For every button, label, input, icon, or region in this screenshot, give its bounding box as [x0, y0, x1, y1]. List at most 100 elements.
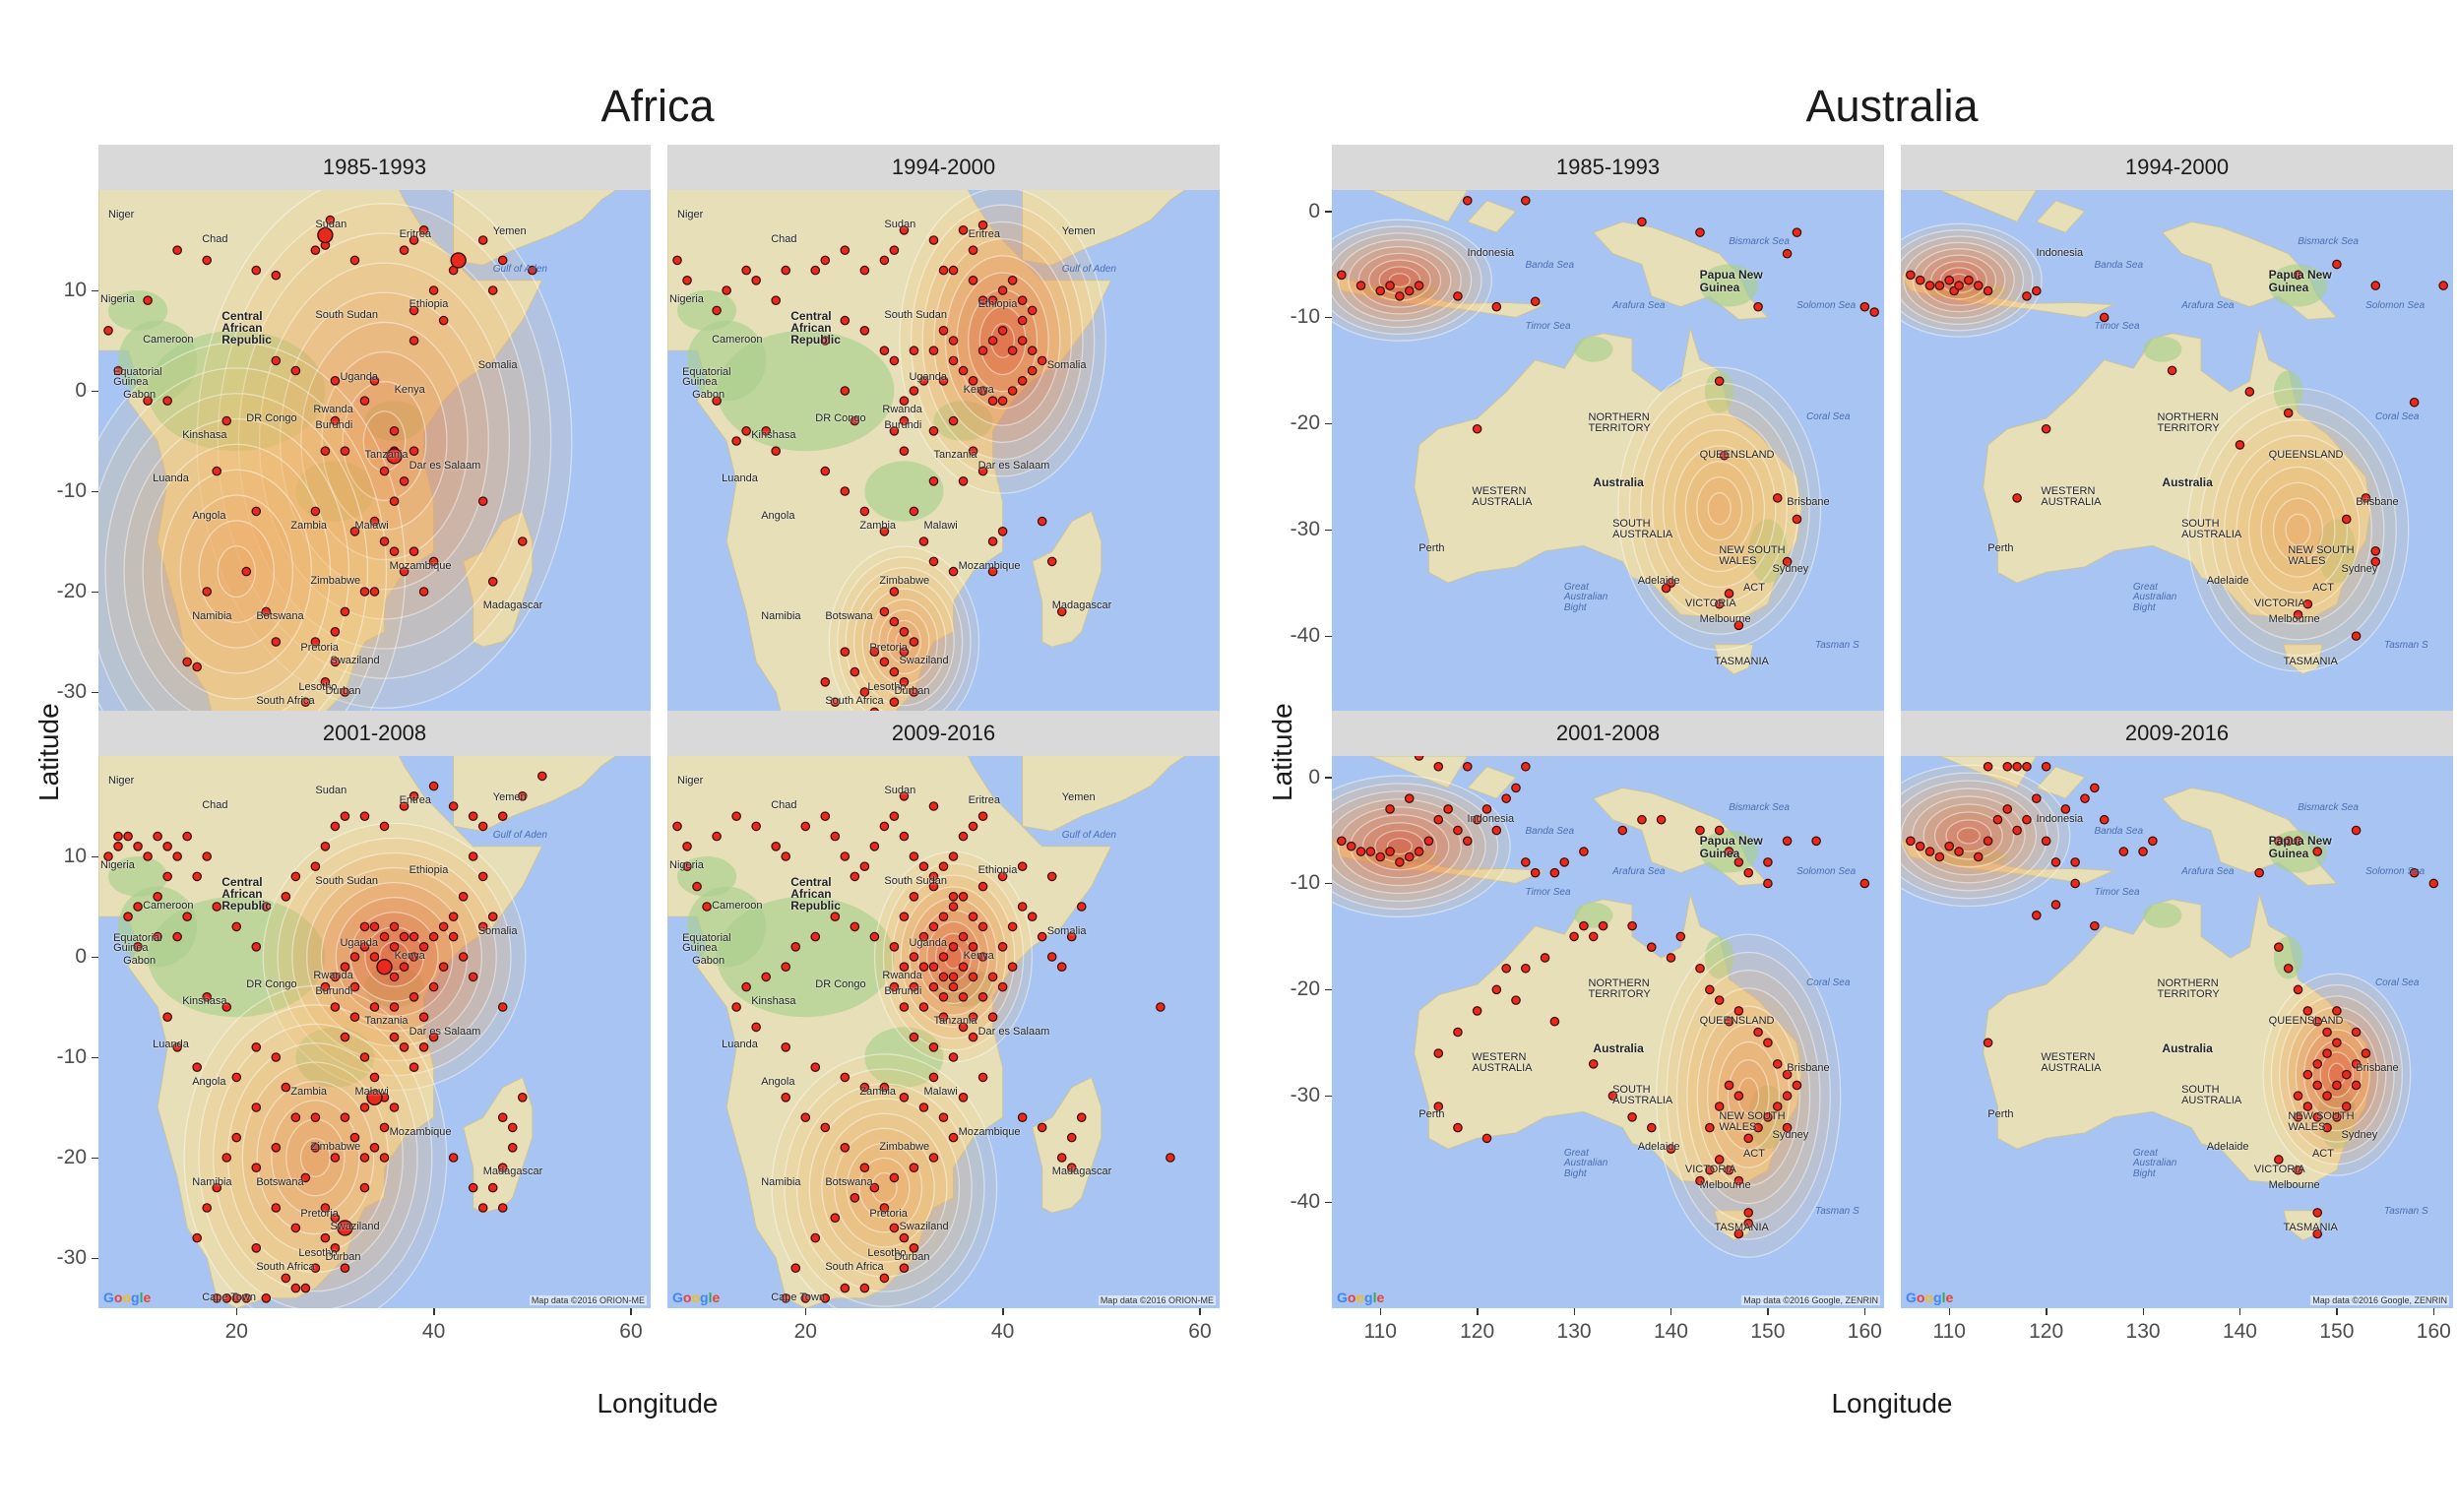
y-tick-mark — [1325, 1201, 1332, 1204]
occurrence-point — [143, 396, 153, 406]
map-panel[interactable]: Niger Chad Sudan Eritrea Yemen Gulf of Aden Ni… — [98, 756, 651, 1308]
occurrence-point — [300, 697, 311, 707]
occurrence-point — [468, 1182, 478, 1193]
occurrence-point — [859, 1283, 870, 1293]
occurrence-point — [1724, 1016, 1734, 1027]
x-tick-mark — [2432, 1308, 2435, 1315]
occurrence-point — [682, 276, 692, 285]
occurrence-point — [869, 931, 880, 942]
y-tick-label: 10 — [63, 279, 87, 301]
occurrence-point — [938, 992, 949, 1002]
occurrence-point — [1724, 1080, 1734, 1091]
occurrence-point — [290, 1223, 301, 1233]
occurrence-point — [182, 657, 192, 667]
occurrence-point — [2293, 984, 2303, 995]
map-panel[interactable]: Niger Chad Sudan Eritrea Yemen Gulf of Aden Ni… — [98, 190, 651, 742]
occurrence-point — [2322, 1122, 2332, 1133]
vegetation-area — [2269, 264, 2328, 307]
occurrence-point — [2012, 825, 2022, 836]
occurrence-point — [1385, 804, 1395, 814]
occurrence-point — [741, 426, 751, 436]
occurrence-point — [2167, 365, 2177, 376]
occurrence-point — [202, 1203, 212, 1213]
density-contour — [2248, 466, 2349, 594]
occurrence-point — [1027, 912, 1038, 921]
occurrence-point — [928, 235, 939, 245]
occurrence-point — [958, 931, 969, 942]
occurrence-point — [840, 245, 850, 255]
occurrence-point — [1491, 301, 1502, 312]
occurrence-point — [948, 1132, 959, 1143]
occurrence-point — [2351, 1059, 2362, 1069]
occurrence-point — [1906, 836, 1916, 847]
occurrence-point — [448, 1153, 459, 1163]
y-tick-label: -10 — [1290, 305, 1320, 329]
occurrence-point — [1743, 1133, 1754, 1144]
density-contour — [1640, 398, 1799, 619]
occurrence-point — [997, 396, 1008, 406]
occurrence-point — [1646, 942, 1657, 952]
x-tick-mark — [630, 1308, 632, 1315]
occurrence-point — [1934, 851, 1945, 862]
density-contour — [853, 577, 955, 707]
x-tick-label: 40 — [421, 1320, 446, 1343]
occurrence-point — [330, 972, 341, 982]
occurrence-point — [1753, 1027, 1763, 1038]
facet-strip: 2009-2016 — [667, 711, 1220, 756]
occurrence-point — [731, 436, 741, 446]
occurrence-point-large — [337, 1220, 353, 1236]
density-contour — [1901, 788, 2038, 884]
occurrence-point — [221, 415, 232, 426]
occurrence-point — [2370, 556, 2381, 567]
occurrence-point — [281, 1082, 291, 1093]
map-panel[interactable]: Indonesia Banda Sea Bismarck Sea Papua New G… — [1901, 756, 2453, 1308]
occurrence-point — [899, 790, 910, 801]
occurrence-point — [1066, 1132, 1077, 1143]
density-contour — [1337, 239, 1462, 322]
x-tick-mark — [433, 1308, 435, 1315]
vegetation-area — [1929, 848, 2008, 866]
occurrence-point — [2293, 270, 2303, 281]
occurrence-point — [1705, 1122, 1715, 1133]
density-contour — [1332, 225, 1482, 335]
vegetation-area — [1748, 519, 1788, 584]
density-contour — [104, 393, 369, 742]
map-panel[interactable]: Niger Chad Sudan Eritrea Yemen Gulf of Aden Ni… — [667, 756, 1220, 1308]
land-mass — [2035, 200, 2086, 233]
occurrence-point — [869, 842, 880, 851]
occurrence-point — [2312, 847, 2323, 856]
occurrence-point — [409, 305, 419, 316]
occurrence-point — [1705, 1165, 1715, 1175]
occurrence-point — [2332, 1080, 2342, 1091]
occurrence-point — [340, 1263, 350, 1273]
occurrence-point — [968, 821, 978, 832]
occurrence-point — [899, 912, 910, 921]
map-panel[interactable]: Indonesia Banda Sea Bismarck Sea Papua New G… — [1901, 190, 2453, 742]
occurrence-point — [1521, 761, 1531, 772]
occurrence-point — [369, 1142, 380, 1153]
occurrence-point — [997, 871, 1008, 882]
occurrence-point — [330, 1213, 341, 1223]
occurrence-point — [2274, 1155, 2284, 1165]
occurrence-point — [1385, 281, 1395, 290]
map-panel[interactable]: Indonesia Banda Sea Bismarck Sea Papua New G… — [1332, 190, 1884, 742]
occurrence-point — [948, 415, 959, 426]
facet-strip: 2001-2008 — [98, 711, 651, 756]
google-logo: Google — [1906, 1290, 1954, 1305]
occurrence-point — [810, 1062, 821, 1072]
occurrence-point — [810, 265, 821, 276]
occurrence-point — [958, 992, 969, 1002]
occurrence-point — [909, 687, 919, 697]
occurrence-point — [389, 1102, 400, 1112]
map-panel[interactable]: Indonesia Banda Sea Bismarck Sea Papua New G… — [1332, 756, 1884, 1308]
occurrence-point — [928, 981, 939, 992]
occurrence-point — [928, 556, 939, 567]
occurrence-point — [448, 801, 459, 811]
map-panel[interactable]: Niger Chad Sudan Eritrea Yemen Gulf of Aden Ni… — [667, 190, 1220, 742]
density-contour — [321, 350, 448, 532]
occurrence-point — [1521, 857, 1531, 867]
occurrence-point — [909, 506, 919, 517]
occurrence-point — [113, 831, 123, 842]
density-contour — [271, 1100, 360, 1216]
density-contour — [1901, 764, 2071, 908]
